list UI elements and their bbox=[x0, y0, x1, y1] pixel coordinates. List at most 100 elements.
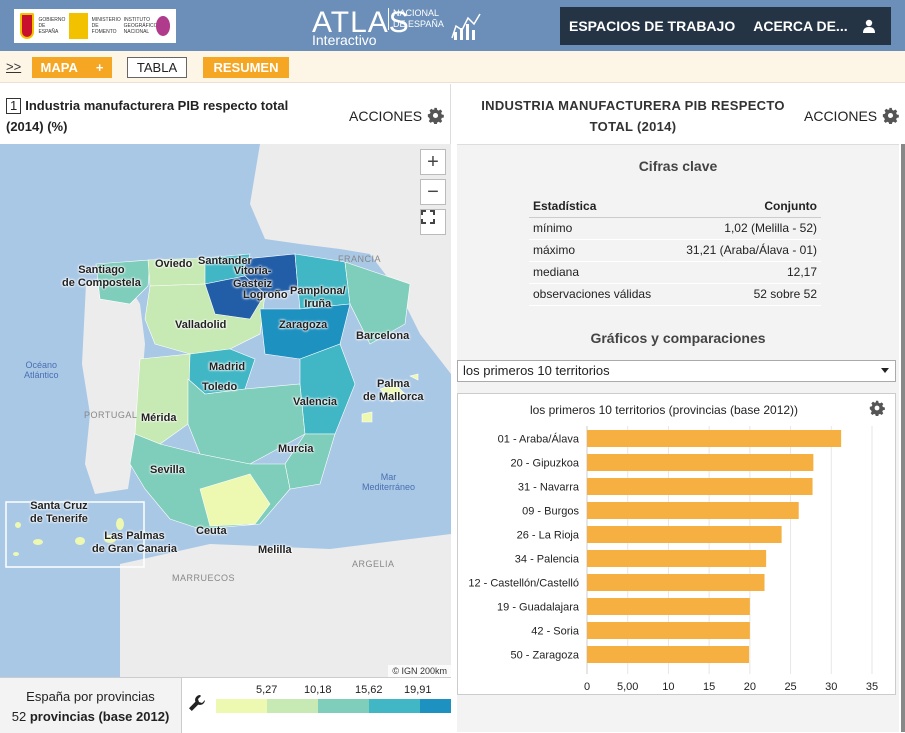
fullscreen-button[interactable] bbox=[420, 209, 446, 235]
region-lanzarote[interactable] bbox=[116, 518, 124, 530]
region-tenerife[interactable] bbox=[33, 539, 43, 545]
legend-description: España por provincias 52 provincias (bas… bbox=[0, 678, 182, 733]
y-tick-label: 09 - Burgos bbox=[522, 506, 579, 518]
top-navigation: ESPACIOS DE TRABAJO ACERCA DE... bbox=[560, 7, 891, 45]
region-el-hierro[interactable] bbox=[13, 552, 19, 556]
comparison-select[interactable]: los primeros 10 territorios bbox=[457, 360, 896, 382]
bar[interactable] bbox=[587, 502, 799, 519]
bar[interactable] bbox=[587, 574, 765, 591]
ign-label: INSTITUTO GEOGRÁFICO NACIONAL bbox=[123, 17, 158, 35]
user-icon[interactable] bbox=[862, 19, 876, 33]
label-argelia: ARGELIA bbox=[352, 559, 395, 569]
bar[interactable] bbox=[587, 646, 750, 663]
y-tick-label: 42 - Soria bbox=[531, 626, 580, 638]
label-zaragoza: Zaragoza bbox=[279, 319, 328, 331]
zoom-out-button[interactable]: − bbox=[420, 179, 446, 205]
add-map-icon[interactable]: + bbox=[95, 60, 104, 75]
portugal-land bbox=[82, 279, 145, 494]
expand-panel-link[interactable]: >> bbox=[6, 59, 22, 74]
label-barcelona: Barcelona bbox=[356, 330, 410, 342]
bar-chart[interactable]: 0 5,00 10 15 20 25 30 35 01 - Araba/Álava 20 - Gi… bbox=[458, 422, 897, 694]
bar[interactable] bbox=[587, 622, 750, 639]
table-row: mediana 12,17 bbox=[529, 261, 821, 284]
zoom-in-button[interactable]: + bbox=[420, 149, 446, 175]
mapa-button[interactable]: MAPA + bbox=[32, 57, 112, 78]
label-santa-cruz: Santa Cruz de Tenerife bbox=[30, 500, 88, 525]
government-label: GOBIERNO DE ESPAÑA bbox=[38, 17, 66, 35]
region-menorca[interactable] bbox=[409, 373, 419, 381]
label-pamplona: Pamplona/ Iruña bbox=[290, 285, 346, 310]
region-fuerteventura[interactable] bbox=[104, 535, 116, 543]
scrollbar[interactable] bbox=[901, 144, 905, 732]
label-merida: Mérida bbox=[141, 412, 177, 424]
y-tick-label: 12 - Castellón/Castelló bbox=[468, 578, 579, 590]
label-atlantico: Océano Atlántico bbox=[24, 360, 59, 380]
map-svg bbox=[0, 144, 451, 677]
bar[interactable] bbox=[587, 454, 814, 471]
y-tick-label: 31 - Navarra bbox=[518, 482, 580, 494]
stat-label: máximo bbox=[529, 239, 668, 262]
summary-title: INDUSTRIA MANUFACTURERA PIB RESPECTO TOT… bbox=[481, 98, 785, 134]
gear-icon[interactable] bbox=[427, 107, 444, 124]
mapa-label: MAPA bbox=[40, 60, 78, 75]
fullscreen-icon bbox=[421, 210, 435, 224]
y-tick-label: 20 - Gipuzkoa bbox=[511, 458, 580, 470]
region-mallorca[interactable] bbox=[379, 383, 406, 403]
label-murcia: Murcia bbox=[278, 443, 314, 455]
region-extremadura[interactable] bbox=[134, 353, 191, 445]
bar[interactable] bbox=[587, 430, 842, 447]
gear-icon[interactable] bbox=[882, 107, 899, 124]
table-header-row: Estadística Conjunto bbox=[529, 195, 821, 218]
label-marruecos: MARRUECOS bbox=[172, 573, 236, 583]
x-tick-label: 35 bbox=[866, 681, 878, 693]
region-catalonia[interactable] bbox=[344, 261, 411, 345]
table-row: observaciones válidas 52 sobre 52 bbox=[529, 283, 821, 306]
nav-about[interactable]: ACERCA DE... bbox=[753, 18, 848, 34]
bar[interactable] bbox=[587, 550, 767, 567]
legend-swatch bbox=[420, 699, 451, 713]
bar[interactable] bbox=[587, 526, 782, 543]
bar[interactable] bbox=[587, 478, 813, 495]
ign-logo-icon bbox=[155, 16, 170, 36]
region-burgos[interactable] bbox=[204, 275, 266, 320]
view-toolbar: >> MAPA + TABLA RESUMEN bbox=[0, 51, 905, 83]
stat-value: 1,02 (Melilla - 52) bbox=[667, 217, 821, 240]
france-land bbox=[250, 144, 451, 374]
app-header: GOBIERNO DE ESPAÑA MINISTERIO DE FOMENTO… bbox=[0, 0, 905, 51]
x-tick-label: 0 bbox=[584, 681, 590, 693]
ministry-band bbox=[69, 13, 88, 39]
choropleth-map[interactable]: + − Santiago de Compostela Oviedo Santan… bbox=[0, 144, 451, 677]
region-la-palma[interactable] bbox=[15, 522, 21, 528]
atlas-logo-interactivo: Interactivo bbox=[312, 32, 377, 48]
region-granada-malaga[interactable] bbox=[199, 473, 271, 527]
region-murcia[interactable] bbox=[284, 433, 336, 490]
government-logo: GOBIERNO DE ESPAÑA MINISTERIO DE FOMENTO… bbox=[14, 9, 176, 43]
label-mediterraneo: Mar Mediterráneo bbox=[362, 472, 416, 492]
map-title-text: Industria manufacturera PIB respecto tot… bbox=[6, 98, 289, 134]
tabla-button[interactable]: TABLA bbox=[127, 57, 187, 78]
summary-actions-menu[interactable]: ACCIONES bbox=[804, 107, 899, 124]
summary-actions-label: ACCIONES bbox=[804, 107, 878, 124]
gear-icon[interactable] bbox=[869, 400, 885, 416]
x-tick-label: 5,00 bbox=[617, 681, 638, 693]
x-tick-label: 30 bbox=[825, 681, 837, 693]
label-madrid: Madrid bbox=[209, 361, 246, 373]
atlas-logo[interactable]: ATLAS NACIONAL DE ESPAÑA Interactivo bbox=[308, 6, 488, 48]
legend-tick: 10,18 bbox=[304, 684, 332, 696]
atlas-logo-subtitle: NACIONAL DE ESPAÑA bbox=[388, 8, 448, 30]
label-toledo: Toledo bbox=[202, 381, 238, 393]
region-valencia[interactable] bbox=[299, 343, 356, 435]
x-tick-label: 25 bbox=[784, 681, 796, 693]
resumen-button[interactable]: RESUMEN bbox=[203, 57, 289, 78]
label-santander: Santander bbox=[198, 255, 252, 267]
map-actions-menu[interactable]: ACCIONES bbox=[349, 107, 444, 124]
nav-workspaces[interactable]: ESPACIOS DE TRABAJO bbox=[569, 18, 736, 34]
region-gran-canaria[interactable] bbox=[75, 537, 85, 545]
region-basque[interactable] bbox=[244, 253, 299, 295]
key-figures-title: Cifras clave bbox=[638, 158, 718, 174]
label-ceuta: Ceuta bbox=[196, 525, 227, 537]
region-galicia[interactable] bbox=[95, 259, 151, 305]
wrench-icon[interactable] bbox=[188, 694, 206, 712]
bar[interactable] bbox=[587, 598, 750, 615]
region-ibiza[interactable] bbox=[361, 411, 373, 423]
